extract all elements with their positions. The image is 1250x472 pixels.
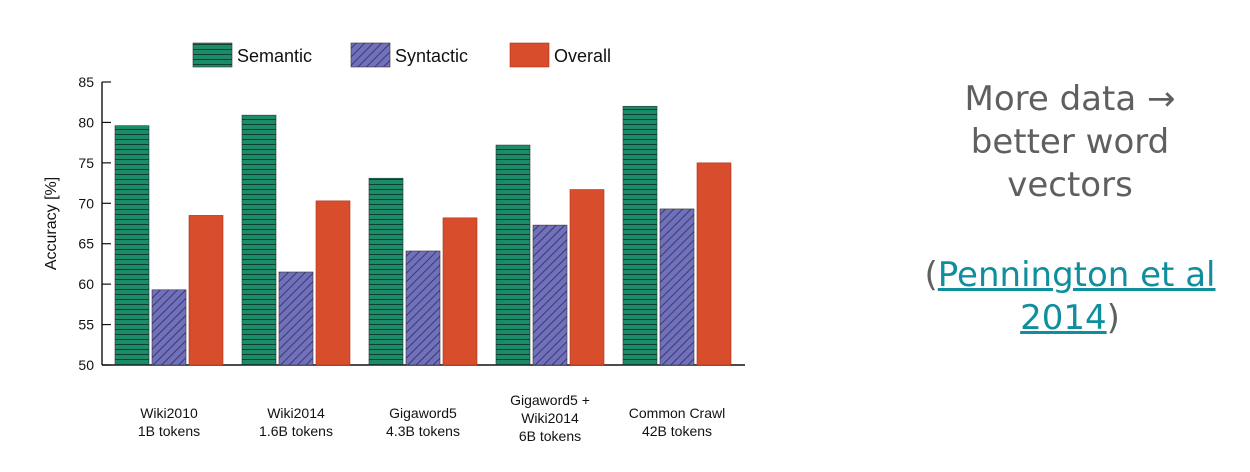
legend-label-semantic: Semantic (237, 46, 312, 66)
y-tick-label: 85 (78, 74, 94, 90)
bar-semantic (622, 105, 658, 366)
citation: (Pennington et al 2014) (905, 254, 1235, 340)
category-label: Gigaword5 + (510, 392, 590, 408)
y-tick-label: 75 (78, 155, 94, 171)
bar-semantic (241, 114, 277, 366)
bar-syntactic (405, 250, 441, 366)
category-label: 6B tokens (519, 428, 581, 444)
category-label: 42B tokens (642, 423, 712, 439)
y-tick-label: 50 (78, 357, 94, 373)
citation-link-line-1: Pennington et al (937, 255, 1216, 295)
bar-overall (569, 189, 605, 366)
bar-overall (188, 215, 224, 366)
caption-line-2: better word (970, 122, 1170, 162)
legend-swatch-overall (509, 42, 550, 68)
bar-syntactic (659, 208, 695, 366)
y-axis-title: Accuracy [%] (43, 177, 60, 270)
y-tick-label: 70 (78, 195, 94, 211)
bar-syntactic (532, 224, 568, 366)
category-label: Wiki2014 (521, 410, 579, 426)
bar-syntactic (151, 289, 187, 366)
category-label: Common Crawl (629, 405, 725, 421)
bar-semantic (368, 177, 404, 366)
category-label: 1B tokens (138, 423, 200, 439)
y-tick-label: 65 (78, 236, 94, 252)
legend-swatch-syntactic (350, 42, 391, 68)
citation-close-paren: ) (1106, 298, 1120, 338)
chart-legend: Semantic Syntactic Overall (192, 42, 611, 68)
category-label: Gigaword5 (389, 405, 457, 421)
accuracy-bar-chart: Semantic Syntactic Overall 50 55 60 65 70 75 80 8… (43, 42, 745, 444)
y-tick-label: 60 (78, 276, 94, 292)
bar-semantic (114, 125, 150, 366)
legend-swatch-semantic (192, 42, 233, 68)
bar-syntactic (278, 271, 314, 366)
citation-link-line-2: 2014 (1020, 298, 1107, 338)
y-tick-label: 80 (78, 114, 94, 130)
category-label: 1.6B tokens (259, 423, 333, 439)
legend-label-syntactic: Syntactic (395, 46, 468, 66)
bar-overall (696, 162, 732, 366)
more-data-caption: More data → better word vectors (905, 78, 1235, 207)
category-label: Wiki2010 (140, 405, 198, 421)
category-labels: Wiki2010 1B tokens Wiki2014 1.6B tokens Giga… (138, 392, 725, 444)
category-label: 4.3B tokens (386, 423, 460, 439)
citation-link[interactable]: Pennington et al 2014 (938, 255, 1216, 338)
bar-overall (442, 217, 478, 366)
caption-line-3: vectors (1007, 165, 1133, 205)
bar-semantic (495, 144, 531, 366)
bar-overall (315, 200, 351, 366)
caption-line-1: More data → (964, 79, 1176, 119)
chart-bars (114, 105, 732, 366)
category-label: Wiki2014 (267, 405, 325, 421)
y-tick-label: 55 (78, 317, 94, 333)
citation-open-paren: ( (924, 255, 938, 295)
legend-label-overall: Overall (554, 46, 611, 66)
